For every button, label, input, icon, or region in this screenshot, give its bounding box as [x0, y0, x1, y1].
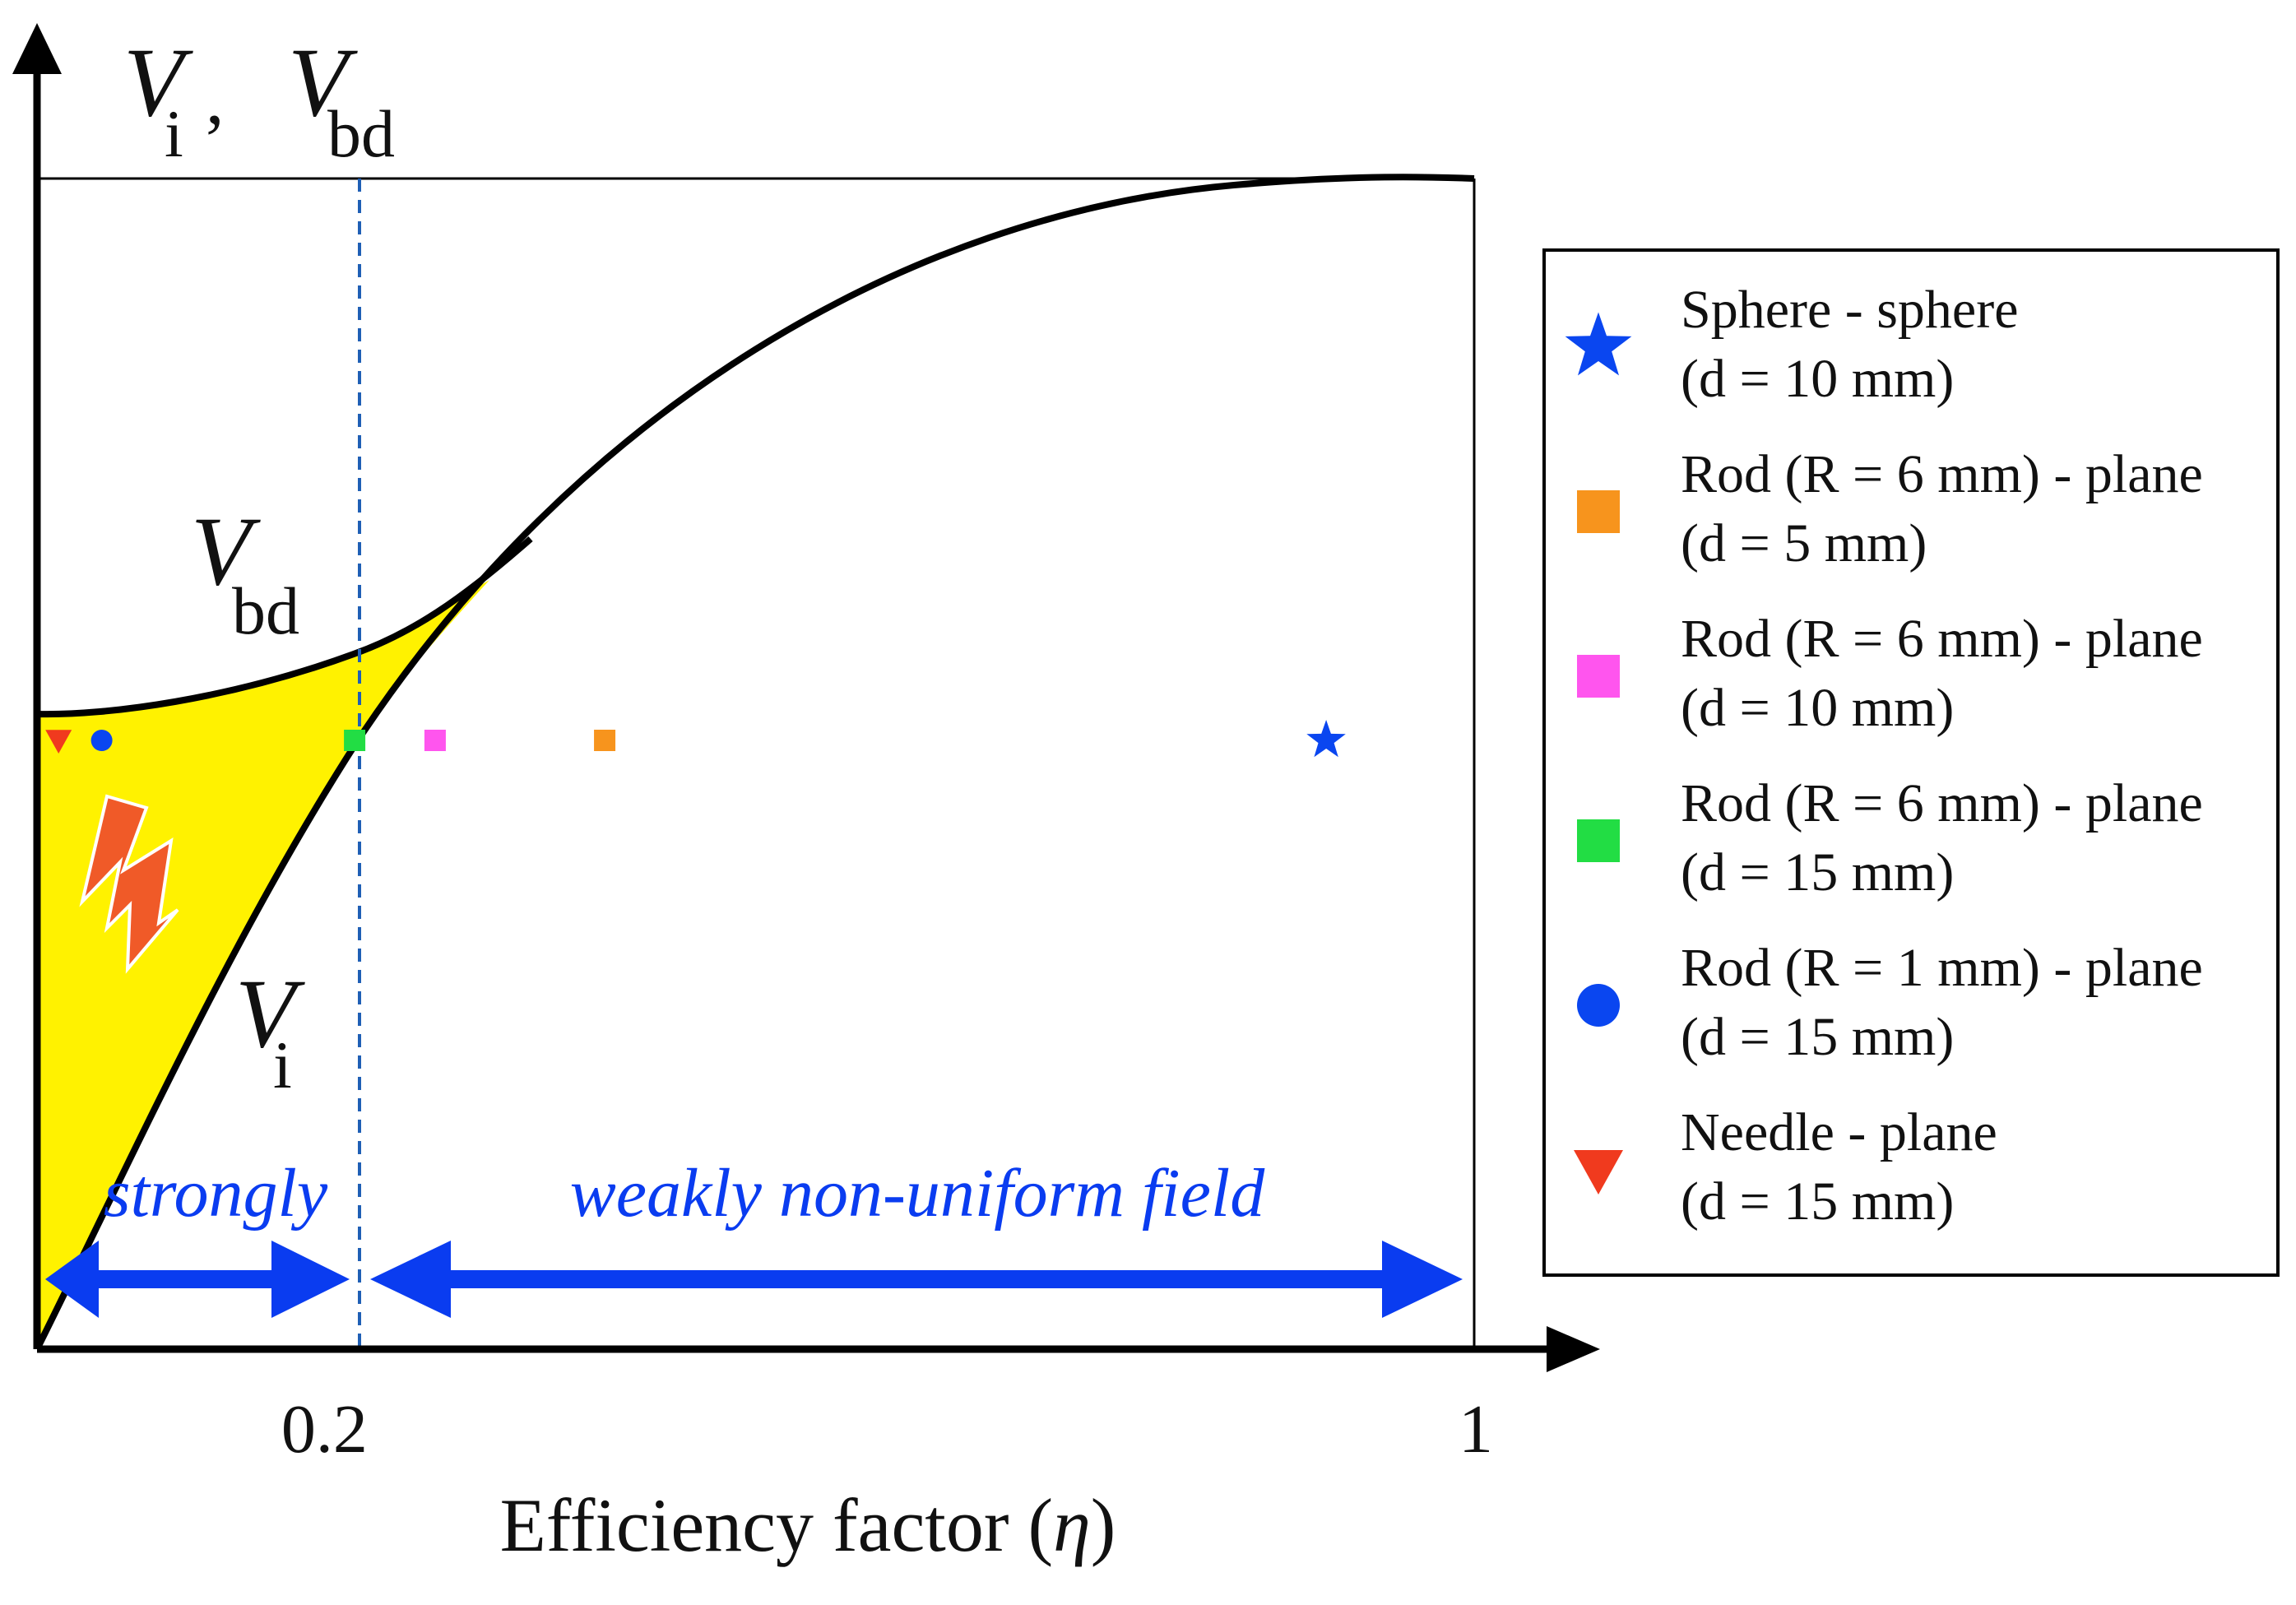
legend-item: Rod (R = 6 mm) - plane (d = 5 mm) — [1577, 444, 2203, 573]
vbd-curve-label: V bd — [191, 496, 299, 648]
legend-item: Rod (R = 6 mm) - plane (d = 10 mm) — [1577, 609, 2203, 738]
legend-item: Rod (R = 1 mm) - plane (d = 15 mm) — [1577, 938, 2203, 1067]
legend: Sphere - sphere(d = 10 mm)Rod (R = 6 mm)… — [1542, 248, 2280, 1277]
vbd-label-main: V — [191, 496, 261, 605]
vi-label-main: V — [235, 958, 305, 1068]
eta-symbol: η — [1053, 1483, 1091, 1567]
legend-item-line1: Rod (R = 6 mm) - plane — [1681, 773, 2203, 833]
weakly-region-arrow — [370, 1241, 1463, 1318]
legend-square-icon — [1577, 490, 1620, 533]
strongly-region-label: strongly — [104, 1155, 328, 1232]
vbd-curve — [36, 536, 533, 718]
legend-item-line1: Rod (R = 6 mm) - plane — [1681, 444, 2203, 504]
marker-star — [1306, 720, 1346, 758]
legend-square-icon — [1577, 819, 1620, 862]
x-axis-title-close: ) — [1091, 1483, 1116, 1567]
measurement-markers — [45, 720, 1346, 758]
legend-item-line2: (d = 10 mm) — [1681, 349, 1954, 409]
y-axis-arrowhead — [12, 23, 62, 74]
legend-item-line2: (d = 5 mm) — [1681, 513, 1927, 573]
y-axis-label: V i , V bd — [123, 27, 395, 171]
legend-item: Needle - plane (d = 15 mm) — [1574, 1102, 1997, 1232]
legend-item-line1: Sphere - sphere — [1681, 280, 2019, 340]
discharge-region — [37, 580, 489, 1349]
legend-item-line2: (d = 15 mm) — [1681, 1007, 1954, 1067]
x-axis-title: Efficiency factor (η) — [500, 1483, 1116, 1567]
legend-star-icon — [1565, 312, 1632, 376]
strongly-region-arrow — [45, 1241, 350, 1318]
marker-square — [344, 730, 366, 751]
legend-item-line1: Rod (R = 6 mm) - plane — [1681, 609, 2203, 669]
x-axis-ticks: 0.2 1 — [281, 1391, 1493, 1468]
y-label-v2: V — [288, 27, 358, 137]
legend-item-line2: (d = 15 mm) — [1681, 842, 1954, 902]
y-label-separator: , — [206, 58, 225, 140]
legend-item-line2: (d = 10 mm) — [1681, 678, 1954, 738]
legend-item-line2: (d = 15 mm) — [1681, 1171, 1954, 1232]
vi-curve — [34, 174, 1475, 1351]
legend-item: Rod (R = 6 mm) - plane (d = 15 mm) — [1577, 773, 2203, 902]
vi-curve-label: V i — [235, 958, 305, 1102]
weakly-region-label: weakly non-uniform field — [570, 1155, 1266, 1232]
marker-square — [424, 730, 446, 751]
legend-circle-icon — [1577, 984, 1620, 1027]
x-tick-label: 0.2 — [281, 1391, 368, 1468]
y-label-sub-i: i — [165, 96, 183, 171]
legend-frame — [1542, 248, 2280, 1277]
x-axis-arrowhead — [1547, 1326, 1600, 1372]
legend-item: Sphere - sphere (d = 10 mm) — [1565, 280, 2019, 409]
x-axis-title-text: Efficiency factor ( — [500, 1483, 1054, 1567]
legend-item-line1: Rod (R = 1 mm) - plane — [1681, 938, 2203, 998]
legend-items: Sphere - sphere(d = 10 mm)Rod (R = 6 mm)… — [1565, 280, 2203, 1232]
y-label-v1: V — [123, 27, 193, 137]
marker-triangle-down — [45, 730, 72, 754]
lightning-bolt-icon — [79, 794, 179, 974]
vi-label-sub: i — [273, 1027, 292, 1102]
marker-square — [594, 730, 616, 751]
marker-circle — [90, 730, 113, 751]
legend-triangle-down-icon — [1574, 1150, 1623, 1194]
legend-square-icon — [1577, 655, 1620, 698]
y-label-sub-bd: bd — [327, 96, 395, 171]
x-tick-label: 1 — [1459, 1391, 1493, 1468]
legend-item-line1: Needle - plane — [1681, 1102, 1997, 1162]
vbd-label-sub: bd — [232, 573, 299, 648]
